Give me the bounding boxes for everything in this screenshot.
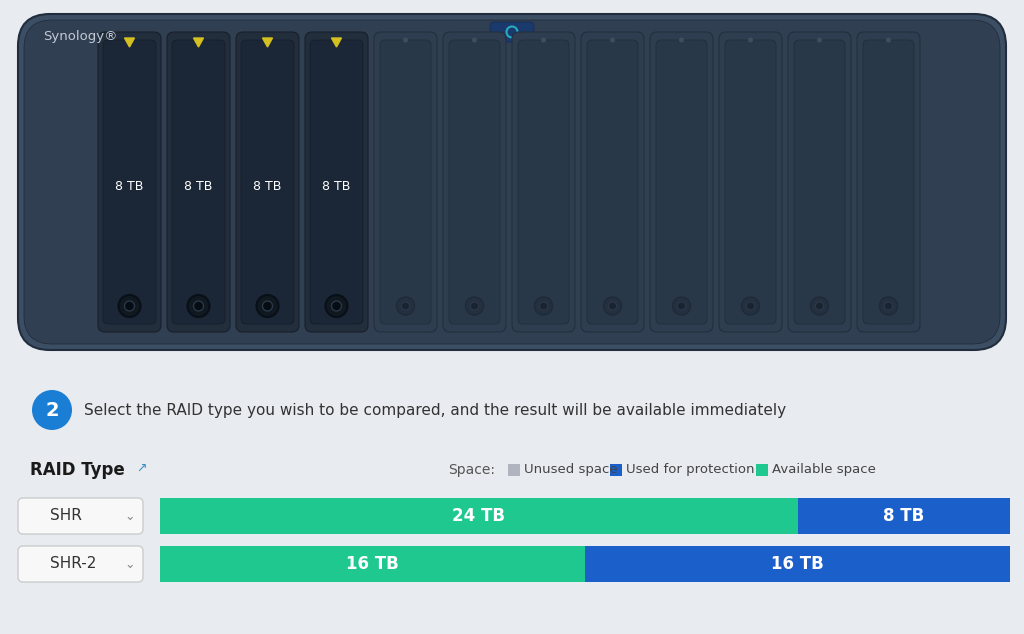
Circle shape — [673, 297, 690, 315]
Circle shape — [332, 301, 341, 311]
Circle shape — [678, 302, 685, 310]
FancyBboxPatch shape — [443, 32, 506, 332]
FancyBboxPatch shape — [788, 32, 851, 332]
Circle shape — [194, 301, 204, 311]
Text: ↗: ↗ — [136, 462, 146, 474]
Circle shape — [535, 297, 553, 315]
Text: Synology®: Synology® — [43, 30, 118, 43]
Circle shape — [886, 37, 891, 42]
Circle shape — [187, 295, 210, 317]
Text: Space:: Space: — [449, 463, 495, 477]
FancyBboxPatch shape — [719, 32, 782, 332]
FancyBboxPatch shape — [656, 40, 707, 324]
FancyBboxPatch shape — [305, 32, 368, 332]
Circle shape — [885, 302, 893, 310]
FancyBboxPatch shape — [167, 32, 230, 332]
FancyBboxPatch shape — [863, 40, 914, 324]
Text: ⌄: ⌄ — [125, 557, 135, 571]
FancyBboxPatch shape — [241, 40, 294, 324]
Circle shape — [403, 37, 408, 42]
Circle shape — [32, 390, 72, 430]
FancyBboxPatch shape — [160, 546, 585, 582]
Circle shape — [746, 302, 755, 310]
FancyBboxPatch shape — [103, 40, 156, 324]
Polygon shape — [262, 38, 272, 47]
Text: SHR: SHR — [50, 508, 82, 524]
Circle shape — [262, 301, 272, 311]
Circle shape — [466, 297, 483, 315]
Circle shape — [401, 302, 410, 310]
FancyBboxPatch shape — [310, 40, 362, 324]
Circle shape — [610, 37, 615, 42]
Circle shape — [811, 297, 828, 315]
Circle shape — [256, 295, 279, 317]
Circle shape — [119, 295, 140, 317]
Polygon shape — [125, 38, 134, 47]
FancyBboxPatch shape — [725, 40, 776, 324]
Text: 8 TB: 8 TB — [323, 181, 350, 193]
Text: 8 TB: 8 TB — [253, 181, 282, 193]
FancyBboxPatch shape — [380, 40, 431, 324]
Text: Used for protection: Used for protection — [627, 463, 755, 477]
Text: 8 TB: 8 TB — [116, 181, 143, 193]
Circle shape — [541, 37, 546, 42]
Text: 8 TB: 8 TB — [184, 181, 213, 193]
FancyBboxPatch shape — [508, 464, 520, 476]
Text: 24 TB: 24 TB — [453, 507, 505, 525]
Text: RAID Type: RAID Type — [30, 461, 125, 479]
Polygon shape — [194, 38, 204, 47]
FancyBboxPatch shape — [374, 32, 437, 332]
FancyBboxPatch shape — [518, 40, 569, 324]
Text: Unused space: Unused space — [524, 463, 617, 477]
Text: SHR-2: SHR-2 — [50, 557, 96, 571]
Circle shape — [326, 295, 347, 317]
Polygon shape — [332, 38, 341, 47]
Text: 16 TB: 16 TB — [771, 555, 824, 573]
FancyBboxPatch shape — [24, 20, 1000, 344]
Text: Select the RAID type you wish to be compared, and the result will be available i: Select the RAID type you wish to be comp… — [84, 403, 786, 418]
FancyBboxPatch shape — [610, 464, 623, 476]
Circle shape — [748, 37, 753, 42]
Circle shape — [815, 302, 823, 310]
Circle shape — [125, 301, 134, 311]
Circle shape — [679, 37, 684, 42]
Text: Available space: Available space — [772, 463, 877, 477]
Circle shape — [472, 37, 477, 42]
Text: 2: 2 — [45, 401, 58, 420]
FancyBboxPatch shape — [512, 32, 575, 332]
Circle shape — [470, 302, 478, 310]
Circle shape — [741, 297, 760, 315]
Circle shape — [608, 302, 616, 310]
Text: 16 TB: 16 TB — [346, 555, 399, 573]
FancyBboxPatch shape — [756, 464, 768, 476]
FancyBboxPatch shape — [650, 32, 713, 332]
Text: ⌄: ⌄ — [125, 510, 135, 522]
FancyBboxPatch shape — [794, 40, 845, 324]
FancyBboxPatch shape — [585, 546, 1010, 582]
FancyBboxPatch shape — [18, 498, 143, 534]
FancyBboxPatch shape — [172, 40, 225, 324]
Circle shape — [817, 37, 822, 42]
Circle shape — [880, 297, 897, 315]
FancyBboxPatch shape — [449, 40, 500, 324]
Circle shape — [540, 302, 548, 310]
FancyBboxPatch shape — [798, 498, 1010, 534]
FancyBboxPatch shape — [581, 32, 644, 332]
FancyBboxPatch shape — [18, 546, 143, 582]
FancyBboxPatch shape — [98, 32, 161, 332]
FancyBboxPatch shape — [587, 40, 638, 324]
Text: 8 TB: 8 TB — [883, 507, 925, 525]
FancyBboxPatch shape — [160, 498, 798, 534]
FancyBboxPatch shape — [18, 14, 1006, 350]
Circle shape — [603, 297, 622, 315]
FancyBboxPatch shape — [857, 32, 920, 332]
FancyBboxPatch shape — [490, 22, 534, 42]
FancyBboxPatch shape — [236, 32, 299, 332]
Circle shape — [396, 297, 415, 315]
